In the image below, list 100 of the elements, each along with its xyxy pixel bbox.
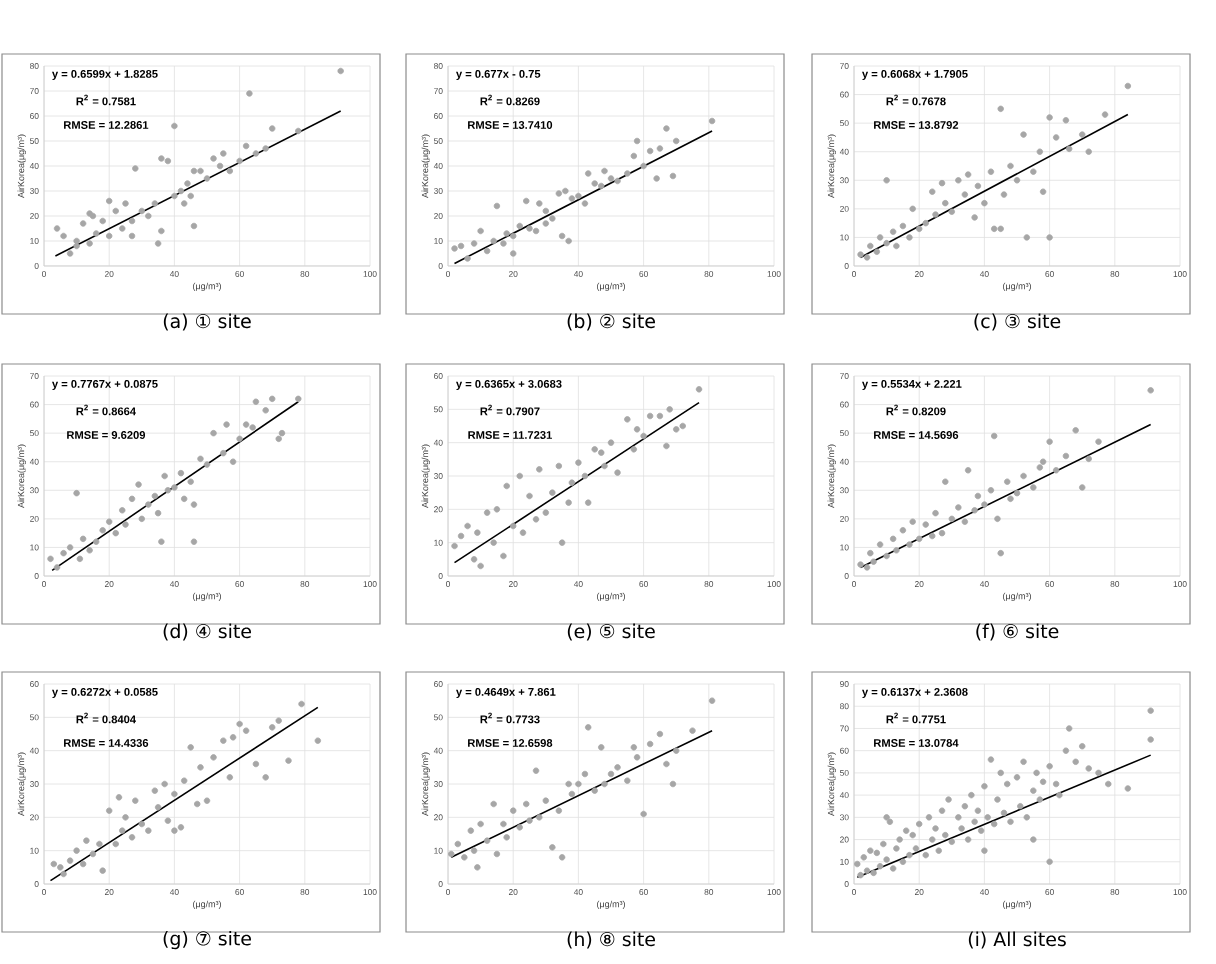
point xyxy=(112,207,119,215)
point xyxy=(470,847,478,854)
point xyxy=(158,155,165,162)
point xyxy=(964,171,972,178)
point xyxy=(876,234,884,241)
text: (b) ② site xyxy=(567,313,655,331)
point xyxy=(119,225,126,232)
point xyxy=(581,200,589,207)
point xyxy=(555,462,563,470)
point xyxy=(523,800,530,808)
point xyxy=(180,200,188,207)
point xyxy=(298,700,305,708)
point xyxy=(906,234,913,241)
text: (h) ⑧ site xyxy=(567,931,655,949)
point xyxy=(474,864,481,871)
point xyxy=(119,827,126,834)
point xyxy=(1013,177,1021,184)
point xyxy=(106,518,113,525)
point xyxy=(646,147,654,155)
point xyxy=(1062,452,1070,460)
point xyxy=(76,555,84,563)
point xyxy=(190,538,198,545)
point xyxy=(584,499,592,506)
point xyxy=(1124,82,1132,90)
point xyxy=(79,535,87,543)
point xyxy=(158,227,165,235)
point xyxy=(99,867,106,874)
point xyxy=(86,547,93,554)
point xyxy=(210,754,217,761)
point xyxy=(154,804,162,811)
point xyxy=(581,770,589,778)
point xyxy=(889,228,897,235)
point xyxy=(607,439,615,446)
point xyxy=(669,172,677,180)
point xyxy=(457,242,465,250)
point xyxy=(161,780,168,788)
point xyxy=(60,870,67,878)
point xyxy=(575,192,582,200)
point xyxy=(607,175,615,182)
point xyxy=(1039,458,1047,465)
point xyxy=(669,780,677,788)
point xyxy=(295,127,302,135)
point xyxy=(624,416,631,423)
point xyxy=(510,807,517,814)
point xyxy=(171,192,178,200)
point xyxy=(893,547,900,554)
point xyxy=(86,240,93,247)
point xyxy=(565,499,572,506)
point xyxy=(158,538,165,545)
point xyxy=(269,395,276,403)
point xyxy=(526,817,533,824)
point xyxy=(1079,484,1086,491)
point xyxy=(145,501,152,508)
point xyxy=(177,187,185,195)
point xyxy=(106,807,113,814)
point xyxy=(997,105,1004,113)
point xyxy=(997,549,1004,557)
point xyxy=(565,237,572,245)
point xyxy=(1052,134,1060,141)
point xyxy=(607,770,615,778)
point xyxy=(598,449,605,456)
point xyxy=(889,535,897,543)
point xyxy=(614,764,621,771)
point xyxy=(536,814,543,821)
point xyxy=(106,197,113,205)
point xyxy=(532,767,540,774)
point xyxy=(708,117,716,125)
point xyxy=(151,200,159,207)
point xyxy=(503,482,510,490)
point xyxy=(1101,111,1109,118)
point xyxy=(614,177,621,185)
point xyxy=(99,527,106,534)
point xyxy=(1036,464,1044,471)
point xyxy=(929,188,936,195)
point xyxy=(448,850,455,858)
point xyxy=(510,232,517,240)
point xyxy=(565,780,572,788)
point xyxy=(532,227,540,235)
point xyxy=(640,432,647,440)
point xyxy=(526,225,533,232)
point xyxy=(646,412,654,420)
point xyxy=(187,192,194,200)
point xyxy=(236,435,243,443)
point xyxy=(873,248,881,255)
point xyxy=(575,459,582,466)
point xyxy=(1013,489,1021,497)
point xyxy=(210,155,217,162)
point xyxy=(236,720,243,728)
point xyxy=(477,820,484,828)
point xyxy=(899,527,907,534)
point xyxy=(942,199,949,207)
point xyxy=(673,747,680,754)
point xyxy=(180,777,188,784)
point xyxy=(249,424,256,431)
point xyxy=(542,797,550,804)
point xyxy=(640,162,647,170)
point xyxy=(73,237,80,245)
point xyxy=(558,232,566,240)
point xyxy=(663,125,670,132)
point xyxy=(981,199,988,207)
